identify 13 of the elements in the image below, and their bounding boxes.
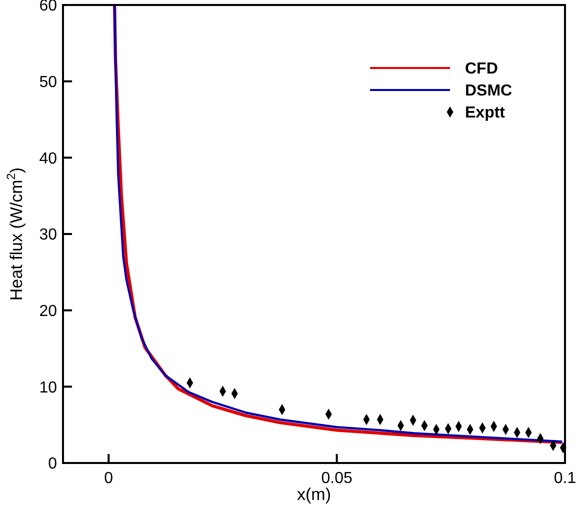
x-axis-title: x(m) [297,485,331,504]
x-tick-label: 0.1 [554,470,576,487]
y-tick-label: 10 [39,379,58,396]
y-tick-label: 50 [39,74,58,91]
y-tick-label: 20 [39,302,58,320]
y-tick-label: 30 [39,226,58,244]
x-tick-label: 0 [104,470,114,487]
legend-label: Exptt [465,104,506,122]
x-tick-label: 0.05 [321,470,352,487]
legend-label: CFD [465,60,498,78]
y-tick-label: 0 [48,456,58,473]
y-tick-label: 40 [39,150,58,168]
legend-label: DSMC [465,82,513,100]
